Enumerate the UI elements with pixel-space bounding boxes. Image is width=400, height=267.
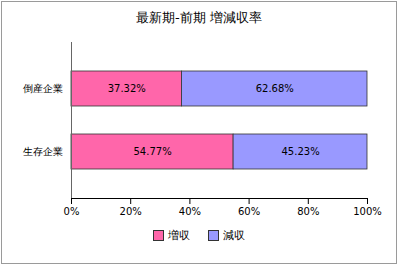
- html-text:減収: 減収: [223, 228, 245, 242]
- svg-text:倒産企業: 倒産企業: [23, 83, 63, 94]
- svg-text:生存企業: 生存企業: [23, 146, 63, 157]
- svg-text:45.23%: 45.23%: [281, 146, 319, 157]
- svg-text:37.32%: 37.32%: [108, 83, 146, 94]
- svg-text:20%: 20%: [120, 206, 142, 217]
- svg-text:40%: 40%: [179, 206, 201, 217]
- svg-text:62.68%: 62.68%: [256, 83, 294, 94]
- svg-text:60%: 60%: [238, 206, 260, 217]
- svg-text:80%: 80%: [297, 206, 319, 217]
- html-text:最新期-前期 増減収率: 最新期-前期 増減収率: [136, 10, 262, 25]
- svg-text:0%: 0%: [64, 206, 80, 217]
- svg-text:100%: 100%: [353, 206, 382, 217]
- html-text:増収: 増収: [168, 228, 190, 242]
- svg-text:54.77%: 54.77%: [133, 146, 171, 157]
